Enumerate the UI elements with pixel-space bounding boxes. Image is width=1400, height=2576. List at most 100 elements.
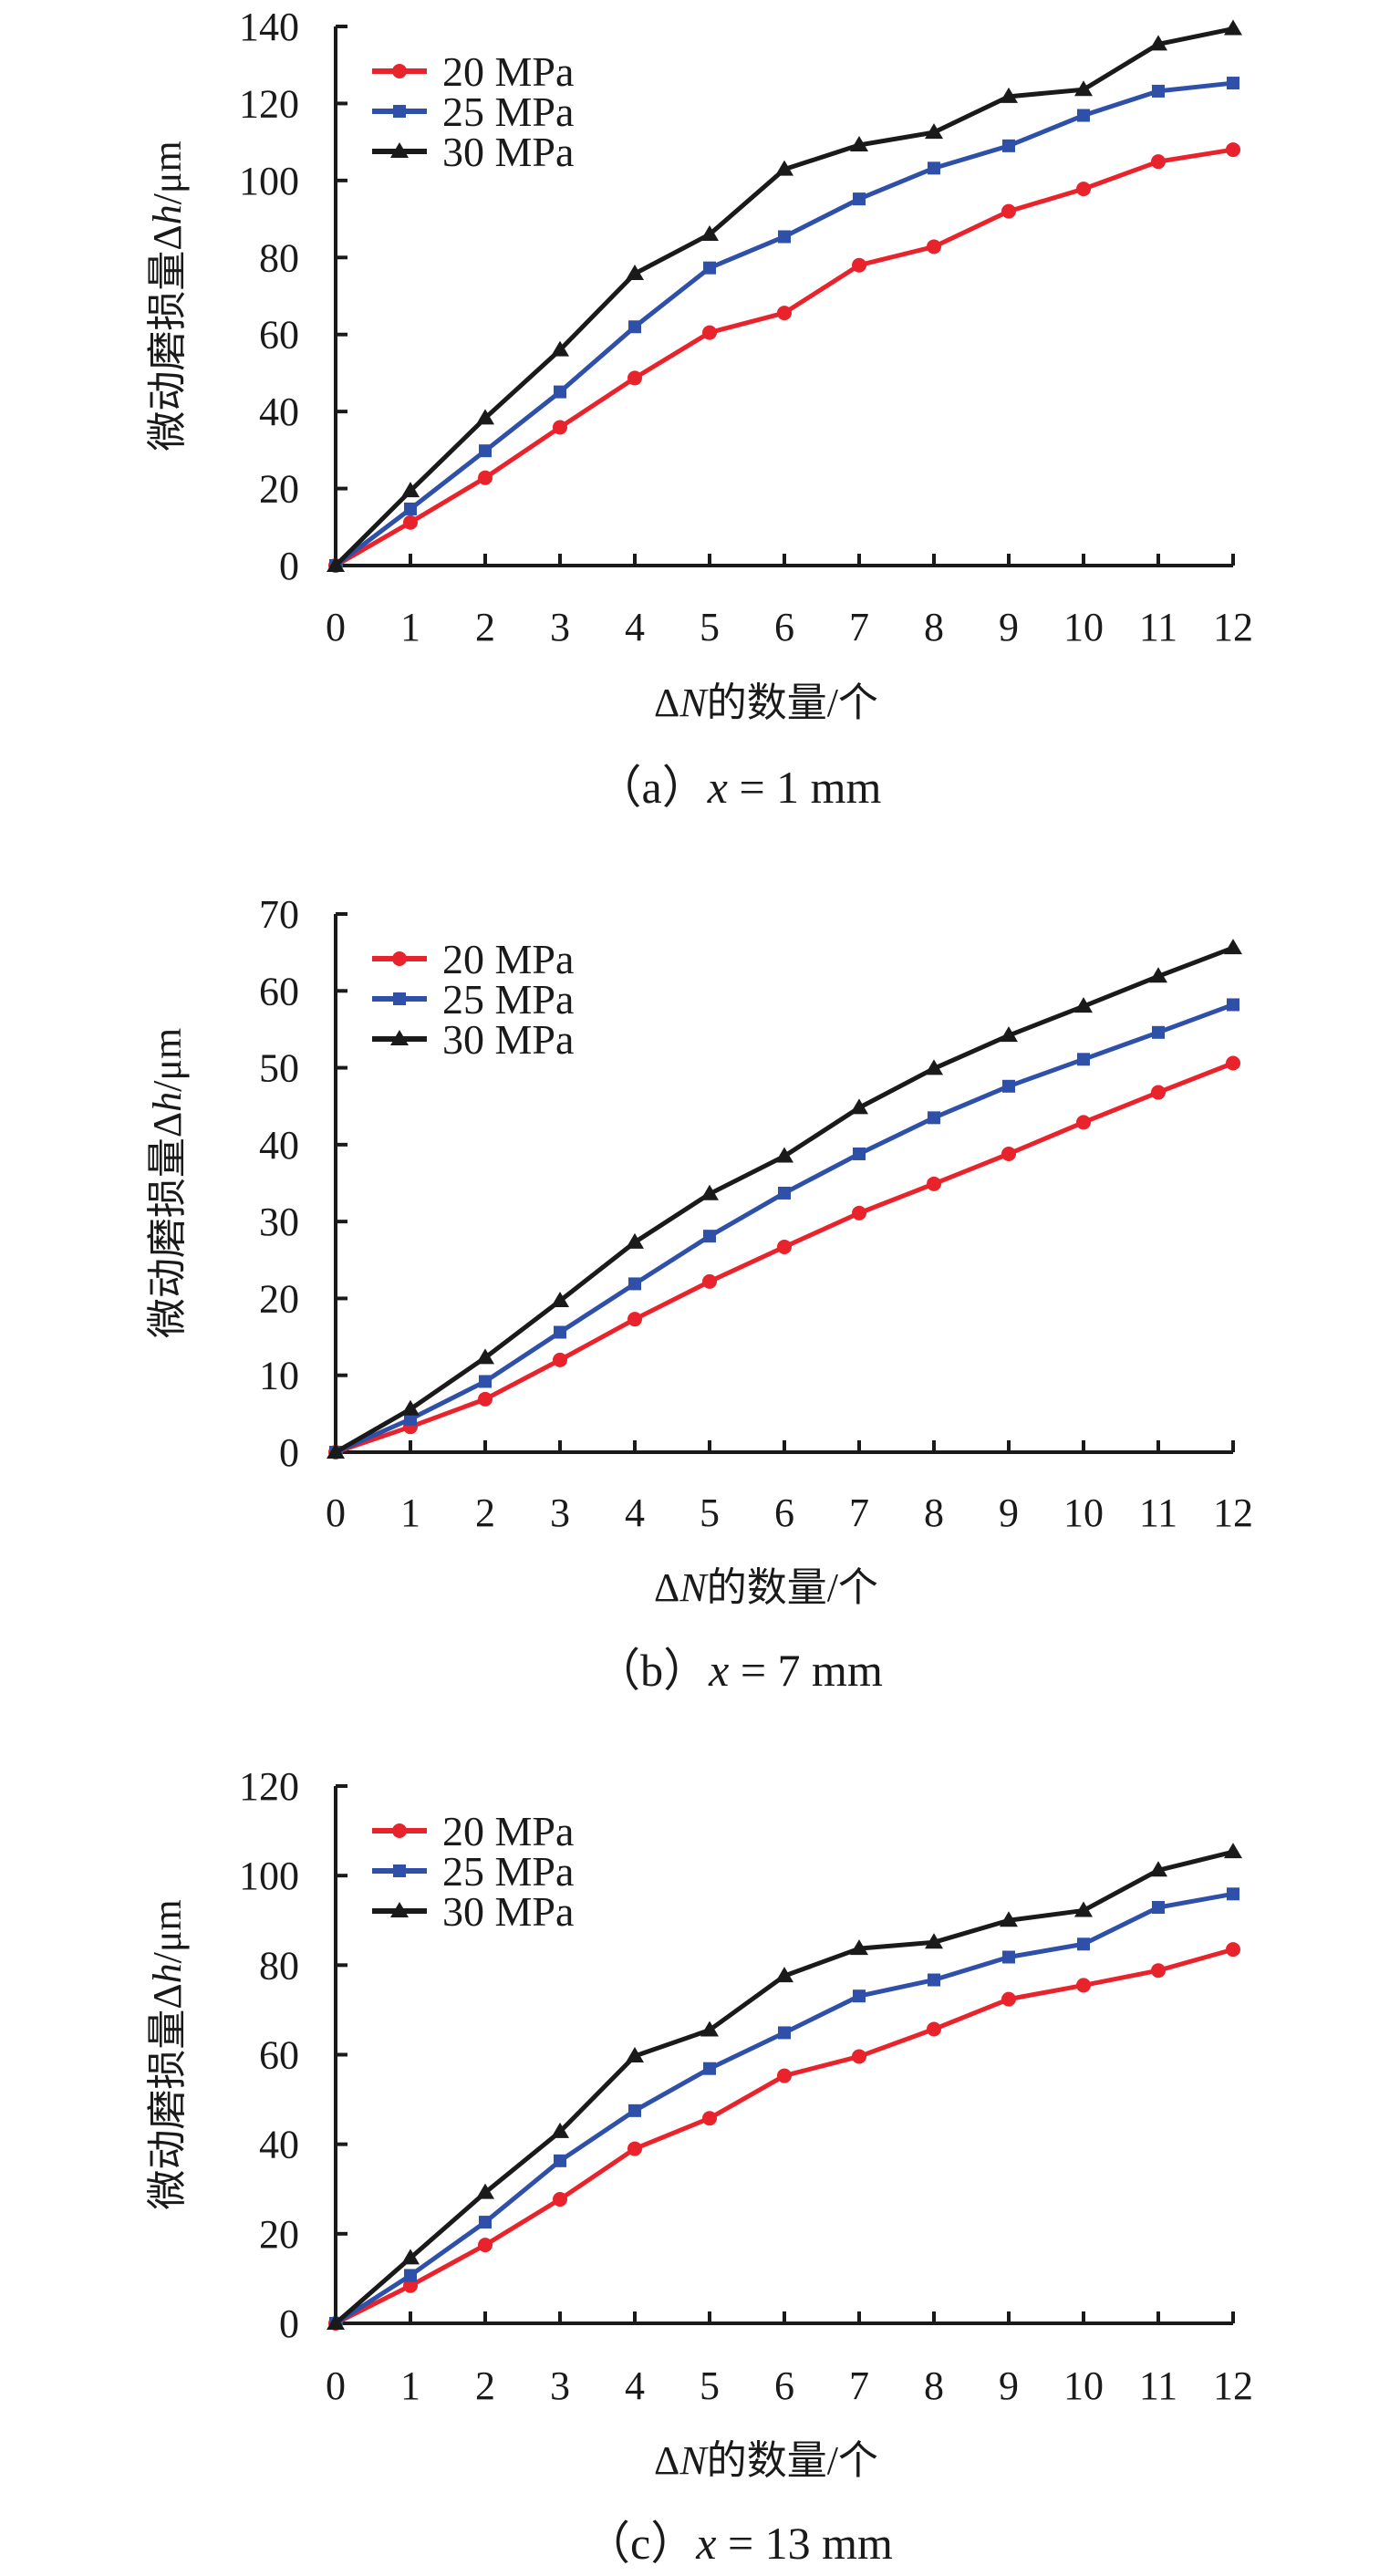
data-point [551, 340, 569, 357]
data-point [327, 2314, 345, 2330]
x-tick-label: 1 [400, 1491, 420, 1535]
y-tick-label: 70 [259, 892, 299, 937]
series-20mpa [328, 1942, 1240, 2331]
legend-marker [392, 951, 407, 966]
data-point [703, 2062, 716, 2075]
data-point [476, 409, 494, 425]
series-line [334, 1002, 1234, 1455]
data-point [850, 1939, 868, 1956]
data-point [925, 123, 943, 140]
y-tick-label: 100 [239, 1854, 299, 1898]
data-point [927, 2021, 941, 2037]
data-point [479, 1375, 492, 1388]
x-tick-label: 9 [999, 1491, 1019, 1535]
y-axis-title-var: h [145, 204, 190, 224]
data-point [1226, 1942, 1240, 1958]
data-point [479, 444, 492, 458]
legend-marker [390, 142, 409, 158]
x-tick-label: 8 [924, 2363, 944, 2408]
data-point [476, 2183, 494, 2199]
x-axis-title-rest: 的数量/个 [707, 680, 878, 725]
data-point [401, 2249, 420, 2265]
x-axis-title: ΔN的数量/个 [654, 680, 878, 725]
legend-label: 25 MPa [442, 976, 574, 1023]
data-point [404, 502, 417, 515]
y-tick-label: 30 [259, 1200, 299, 1244]
y-tick-label: 80 [259, 1943, 299, 1988]
x-axis-title-var: N [679, 1565, 709, 1610]
series-25mpa [329, 1887, 1239, 2330]
x-tick-label: 4 [625, 605, 645, 649]
y-tick-label: 0 [279, 544, 299, 588]
legend-label: 20 MPa [442, 936, 574, 982]
y-tick-label: 40 [259, 1123, 299, 1168]
x-axis-title-rest: 的数量/个 [707, 1565, 878, 1610]
x-tick-label: 2 [475, 2363, 495, 2408]
data-point [1074, 1901, 1093, 1917]
legend-marker [390, 1030, 409, 1045]
legend-label: 30 MPa [442, 1888, 574, 1935]
x-axis-title: ΔN的数量/个 [654, 1565, 878, 1610]
data-point [927, 1176, 941, 1191]
legend-label: 30 MPa [442, 1016, 574, 1063]
data-point [404, 1412, 417, 1426]
x-tick-label: 1 [400, 2363, 420, 2408]
x-axis-title-rest: 的数量/个 [707, 2438, 878, 2483]
y-axis-title-unit: /μm [145, 1028, 190, 1092]
legend-label: 20 MPa [442, 48, 574, 95]
data-point [1074, 997, 1093, 1013]
y-tick-label: 20 [259, 2212, 299, 2257]
data-point [1077, 1937, 1090, 1951]
x-tick-label: 3 [550, 2363, 570, 2408]
x-tick-label: 7 [849, 605, 869, 649]
data-point [702, 2111, 717, 2126]
series-line [335, 1061, 1234, 1455]
y-tick-label: 0 [279, 1430, 299, 1475]
data-point [403, 514, 418, 530]
data-point [703, 261, 716, 275]
series-line [334, 1947, 1234, 2326]
data-point [777, 2068, 792, 2083]
legend-label: 25 MPa [442, 88, 574, 135]
data-point [551, 2122, 569, 2138]
data-point [628, 320, 641, 334]
data-point [1227, 77, 1239, 90]
data-point [627, 370, 642, 386]
data-point [700, 1184, 719, 1200]
data-point [626, 2046, 644, 2062]
data-point [1151, 154, 1166, 170]
legend-item: 30 MPa [372, 129, 574, 175]
data-point [700, 2020, 719, 2037]
data-point [401, 482, 420, 498]
x-tick-label: 2 [475, 1491, 495, 1535]
x-tick-label: 5 [700, 605, 720, 649]
data-point [778, 230, 791, 244]
y-tick-label: 40 [259, 2123, 299, 2167]
data-point [1002, 139, 1015, 152]
legend-marker [390, 1902, 409, 1917]
legend-marker [393, 992, 406, 1005]
x-tick-label: 7 [849, 2363, 869, 2408]
data-point [1002, 1079, 1015, 1093]
data-point [1076, 182, 1091, 197]
legend-label: 25 MPa [442, 1848, 574, 1895]
x-tick-label: 9 [999, 2363, 1019, 2408]
legend-item: 25 MPa [372, 976, 574, 1023]
y-axis-title-unit: /μm [145, 140, 190, 204]
data-point [1227, 998, 1239, 1012]
data-point [1151, 1963, 1166, 1979]
x-tick-label: 0 [326, 2363, 346, 2408]
data-point [627, 2141, 642, 2156]
series-line [334, 147, 1234, 568]
data-point [777, 306, 792, 321]
data-point [1000, 87, 1018, 103]
legend-marker [392, 1823, 407, 1838]
series-line [334, 1891, 1234, 2326]
x-tick-label: 0 [326, 605, 346, 649]
data-point [478, 470, 493, 485]
x-axis-title-part: Δ [654, 1565, 679, 1610]
x-axis-title-var: N [679, 2438, 709, 2483]
x-tick-label: 6 [774, 605, 794, 649]
